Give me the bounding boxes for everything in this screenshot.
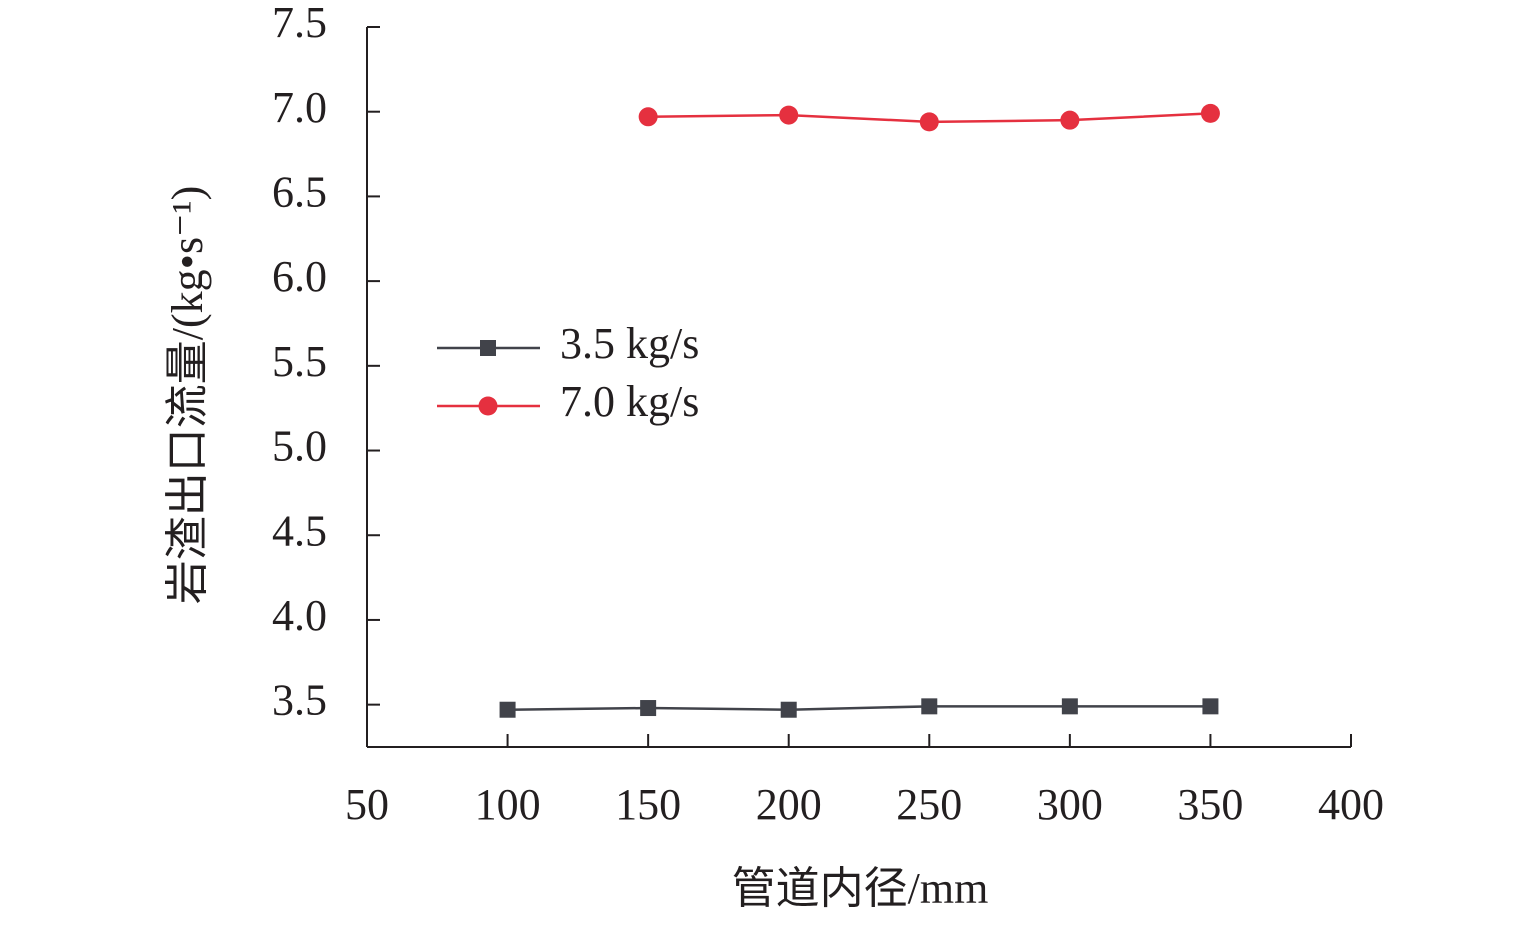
x-tick-label: 150 [615,780,681,829]
x-axis-title: 管道内径/mm [732,864,989,913]
marker [499,701,516,718]
y-tick-label: 5.5 [272,337,327,386]
x-tick-label: 400 [1318,780,1384,829]
marker [779,105,799,125]
marker [1202,698,1219,715]
legend-label: 3.5 kg/s [560,319,699,368]
marker [1200,103,1220,123]
marker [921,698,938,715]
y-tick-label: 3.5 [272,676,327,725]
marker [638,107,658,127]
y-tick-label: 4.5 [272,506,327,555]
x-tick-label: 100 [475,780,541,829]
x-tick-label: 250 [896,780,962,829]
y-tick-label: 4.0 [272,591,327,640]
x-tick-label: 350 [1177,780,1243,829]
y-axis-title: 岩渣出口流量/(kg•s⁻¹) [163,186,212,604]
y-tick-label: 6.5 [272,168,327,217]
marker [1061,698,1078,715]
legend-label: 7.0 kg/s [560,377,699,426]
marker [1060,110,1080,130]
marker [780,701,797,718]
x-tick-label: 50 [345,780,389,829]
x-tick-label: 200 [756,780,822,829]
marker [919,112,939,132]
y-tick-label: 7.0 [272,83,327,132]
y-tick-label: 5.0 [272,422,327,471]
x-tick-label: 300 [1037,780,1103,829]
legend-marker [478,396,498,416]
data-line [507,705,1211,711]
legend-marker [480,340,496,356]
marker [640,700,657,717]
y-tick-label: 6.0 [272,252,327,301]
y-tick-label: 7.5 [272,0,327,47]
